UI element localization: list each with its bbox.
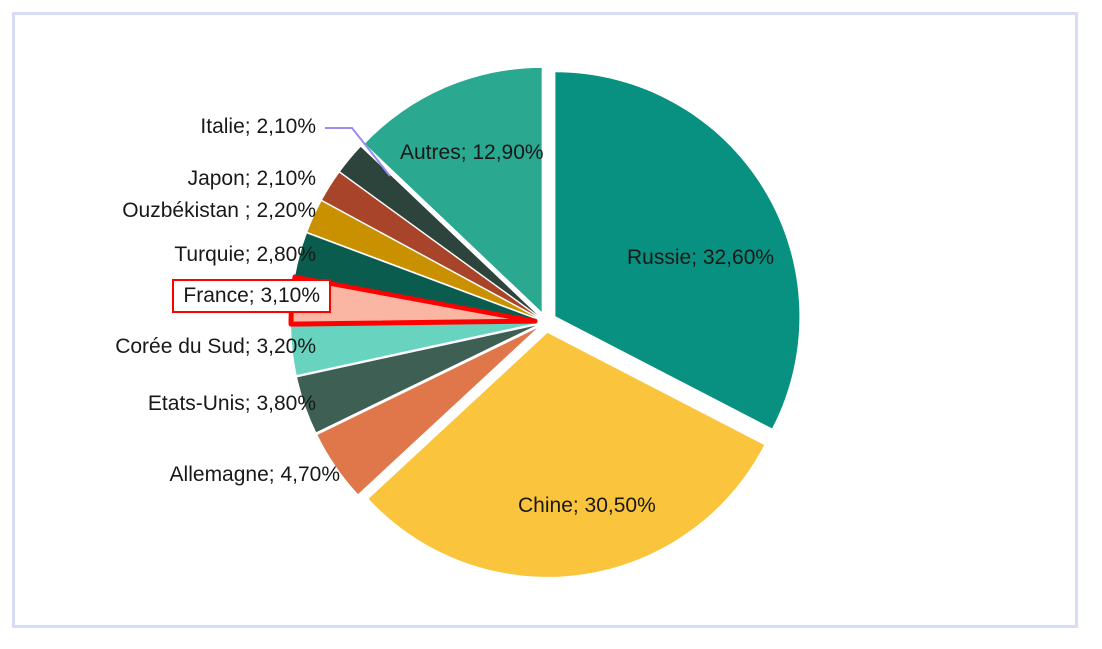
pie-slice-ouzb-kistan[interactable] [307,201,536,318]
pie-label-autres: Autres; 12,90% [400,141,544,164]
pie-slice-turquie[interactable] [295,233,536,320]
pie-slice-chine[interactable] [368,332,765,577]
pie-slice-allemagne[interactable] [317,328,537,495]
pie-label-etats-unis: Etats-Unis; 3,80% [147,392,316,415]
pie-slice-etats-unis[interactable] [297,325,536,433]
pie-label-allemagne: Allemagne; 4,70% [169,463,340,486]
pie-slice-cor-e-du-sud[interactable] [291,323,536,375]
leader-lines-group [325,127,391,177]
pie-label-japon: Japon; 2,10% [187,167,316,190]
pie-label-russie: Russie; 32,60% [627,246,775,269]
pie-slice-italie[interactable] [340,146,538,315]
pie-label-ouzbekistan: Ouzbékistan ; 2,20% [122,199,316,222]
pie-label-chine: Chine; 30,50% [518,494,656,517]
pie-slice-autres[interactable] [364,67,542,312]
italie-leader-line [325,127,391,177]
pie-slice-japon[interactable] [322,172,537,317]
pie-label-coree-du-sud: Corée du Sud; 3,20% [115,335,316,358]
pie-label-turquie: Turquie; 2,80% [174,243,316,266]
pie-label-france: France; 3,10% [172,279,331,314]
pie-label-italie: Italie; 2,10% [200,115,316,138]
pie-slice-russie[interactable] [555,72,800,429]
